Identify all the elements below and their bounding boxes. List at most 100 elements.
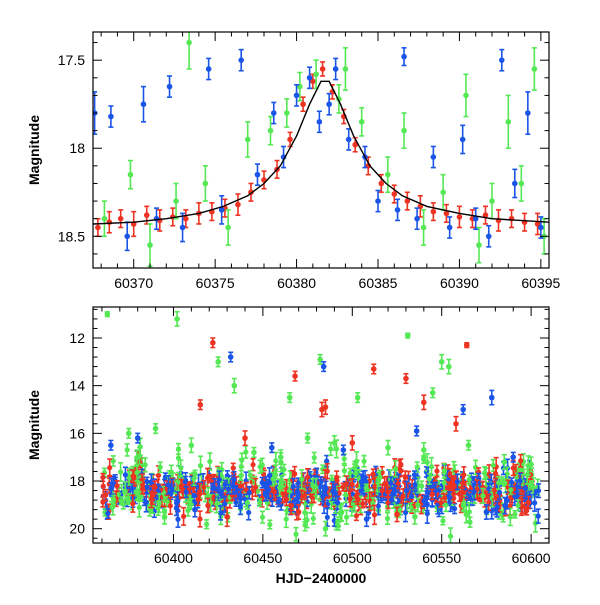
data-point bbox=[337, 511, 342, 516]
data-point bbox=[158, 465, 163, 470]
series-0-point bbox=[457, 206, 463, 227]
data-point bbox=[277, 485, 282, 490]
data-point bbox=[429, 464, 434, 469]
data-point bbox=[346, 137, 352, 143]
data-point bbox=[497, 490, 502, 495]
data-point bbox=[305, 475, 310, 480]
baseline-point bbox=[204, 520, 209, 529]
series-1-point bbox=[313, 60, 319, 88]
data-point bbox=[197, 489, 202, 494]
data-point bbox=[143, 462, 148, 467]
data-point bbox=[532, 500, 537, 505]
data-point bbox=[491, 463, 496, 468]
data-point bbox=[425, 511, 430, 516]
baseline-point bbox=[118, 463, 123, 481]
data-point bbox=[401, 54, 407, 60]
data-point bbox=[191, 476, 196, 481]
data-point bbox=[292, 471, 297, 476]
series-2-point bbox=[154, 208, 160, 229]
data-point bbox=[525, 472, 530, 477]
data-point bbox=[508, 514, 513, 519]
data-point bbox=[128, 172, 134, 178]
baseline-point bbox=[207, 453, 212, 470]
data-point bbox=[495, 504, 500, 509]
series-2-point bbox=[238, 50, 244, 71]
data-point bbox=[255, 172, 261, 178]
data-point bbox=[354, 513, 359, 518]
data-point bbox=[438, 500, 443, 505]
data-point bbox=[431, 209, 437, 215]
series-2-point bbox=[447, 217, 453, 238]
baseline-point bbox=[342, 465, 347, 476]
model-curve bbox=[93, 81, 549, 224]
data-point bbox=[238, 57, 244, 63]
data-point bbox=[245, 137, 251, 143]
data-point bbox=[173, 198, 179, 204]
data-point bbox=[181, 514, 186, 519]
series-0-point bbox=[235, 194, 241, 215]
data-point bbox=[118, 469, 123, 474]
plot-area bbox=[92, 16, 549, 266]
series-0-point bbox=[405, 192, 411, 210]
data-point bbox=[313, 485, 318, 490]
data-point bbox=[307, 75, 313, 81]
series-2-point bbox=[255, 164, 261, 185]
baseline-point bbox=[361, 456, 366, 467]
series-0-point bbox=[300, 97, 306, 111]
data-point bbox=[123, 472, 128, 477]
x-tick-label: 60390 bbox=[440, 275, 479, 291]
series-0-point bbox=[444, 205, 450, 223]
data-point bbox=[505, 119, 511, 125]
x-tick-label: 60375 bbox=[196, 275, 235, 291]
series-2-point bbox=[167, 76, 173, 97]
data-point bbox=[166, 482, 171, 487]
series-2-point bbox=[414, 208, 420, 229]
data-point bbox=[300, 101, 306, 107]
y-tick-label: 18.5 bbox=[58, 228, 85, 244]
data-point bbox=[144, 500, 149, 505]
data-point bbox=[511, 465, 516, 470]
data-point bbox=[123, 489, 128, 494]
data-point bbox=[431, 154, 437, 160]
data-point bbox=[264, 485, 269, 490]
data-point bbox=[95, 225, 101, 231]
data-point bbox=[442, 480, 447, 485]
baseline-point bbox=[197, 511, 202, 527]
data-point bbox=[344, 481, 349, 486]
data-point bbox=[385, 172, 391, 178]
data-point bbox=[302, 493, 307, 498]
baseline-point bbox=[250, 459, 255, 471]
data-point bbox=[427, 476, 432, 481]
data-point bbox=[235, 202, 241, 208]
data-point bbox=[393, 466, 398, 471]
data-point bbox=[238, 503, 243, 508]
data-point bbox=[512, 181, 518, 187]
data-point bbox=[401, 494, 406, 499]
data-point bbox=[526, 500, 531, 505]
series-2-point bbox=[512, 169, 518, 197]
series-1-point bbox=[268, 117, 274, 145]
data-point bbox=[294, 93, 300, 99]
data-point bbox=[311, 516, 316, 521]
series-2-point bbox=[525, 92, 531, 134]
data-point bbox=[156, 473, 161, 478]
data-point bbox=[476, 242, 482, 248]
data-point bbox=[499, 57, 505, 63]
series-2-point bbox=[486, 226, 492, 247]
data-point bbox=[501, 465, 506, 470]
data-point bbox=[525, 110, 531, 116]
data-point bbox=[239, 464, 244, 469]
series-0-point bbox=[509, 210, 515, 228]
data-point bbox=[268, 128, 274, 134]
data-point bbox=[207, 459, 212, 464]
series-2-point bbox=[307, 67, 313, 88]
data-point bbox=[448, 534, 453, 539]
series-1-point bbox=[128, 161, 134, 189]
data-point bbox=[519, 181, 525, 187]
data-point bbox=[320, 66, 326, 72]
data-point bbox=[350, 482, 355, 487]
data-point bbox=[330, 488, 335, 493]
data-point bbox=[412, 472, 417, 477]
series-0-point bbox=[418, 196, 424, 217]
